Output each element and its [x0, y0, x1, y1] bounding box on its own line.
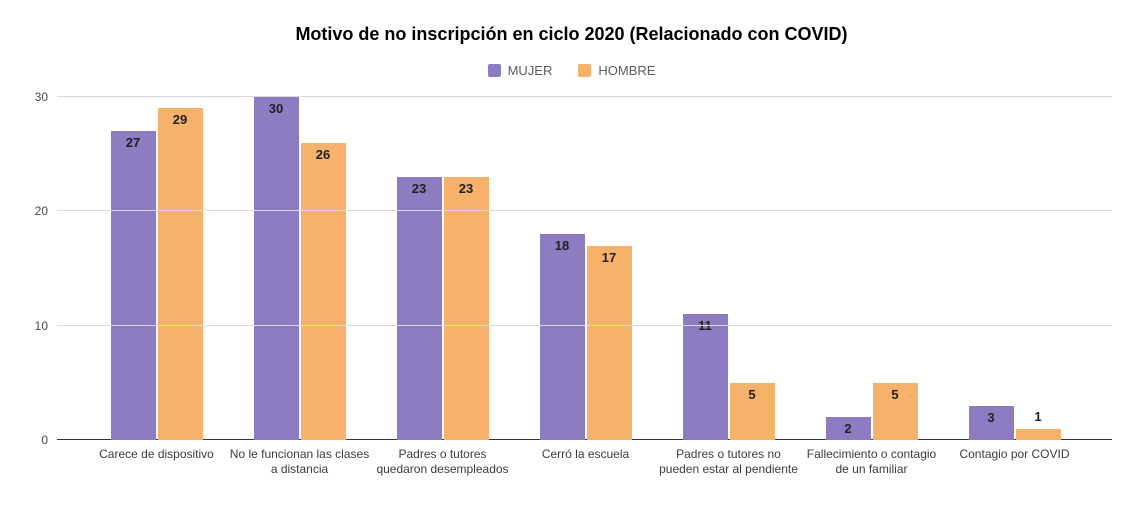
bar-value-label: 23 — [458, 181, 474, 197]
bar-value-label: 29 — [172, 112, 188, 128]
bar-value-label: 26 — [315, 146, 331, 162]
gridline-30 — [57, 96, 1112, 97]
bar-value-label: 1 — [1034, 408, 1042, 424]
y-tick-label: 10 — [34, 318, 48, 333]
category-label: Padres o tutores quedaron desempleados — [371, 447, 514, 477]
category-label: No le funcionan las clases a distancia — [228, 447, 371, 477]
bar-value-label: 5 — [748, 386, 756, 402]
bar-hombre: 29 — [157, 108, 203, 440]
bar-mujer: 27 — [110, 131, 156, 440]
bar-group: 11 5 — [657, 97, 800, 440]
bar-value-label: 2 — [844, 421, 852, 437]
legend-label: MUJER — [507, 63, 553, 78]
category-label: Contagio por COVID — [943, 447, 1086, 477]
gridline-20 — [57, 210, 1112, 212]
bar-mujer: 23 — [396, 177, 442, 440]
legend-label: HOMBRE — [598, 63, 656, 78]
category-label: Padres o tutores no pueden estar al pend… — [657, 447, 800, 477]
bar-hombre: 5 — [872, 382, 918, 440]
bar-hombre: 1 — [1015, 409, 1061, 440]
bar-value-label: 23 — [411, 181, 427, 197]
bar-hombre: 26 — [300, 142, 346, 440]
gridline-10 — [57, 324, 1112, 326]
category-label-text: Padres o tutores quedaron desempleados — [376, 447, 509, 476]
category-label-text: No le funcionan las clases a distancia — [229, 447, 370, 476]
bar-mujer: 30 — [253, 97, 299, 440]
bar-hombre: 23 — [443, 177, 489, 440]
bar-group: 27 29 — [85, 97, 228, 440]
legend-item-mujer: MUJER — [487, 63, 553, 78]
bar-group: 23 23 — [371, 97, 514, 440]
legend-swatch-icon — [487, 64, 501, 77]
chart-title: Motivo de no inscripción en ciclo 2020 (… — [295, 24, 848, 44]
y-tick-label: 20 — [34, 204, 48, 219]
legend-swatch-icon — [578, 64, 592, 77]
bar-value-label: 11 — [698, 318, 712, 334]
legend-item-hombre: HOMBRE — [578, 63, 655, 78]
category-label-text: Fallecimiento o contagio de un familiar — [806, 447, 937, 476]
legend: MUJER HOMBRE — [0, 63, 1143, 78]
bar-value-label: 17 — [601, 249, 617, 265]
bar-mujer: 3 — [968, 405, 1014, 440]
y-tick-label: 0 — [41, 433, 48, 447]
bar-hombre: 17 — [586, 245, 632, 440]
category-label: Fallecimiento o contagio de un familiar — [800, 447, 943, 477]
bar-value-label: 3 — [987, 409, 995, 425]
bar-groups: 27 29 30 26 23 23 18 17 11 5 2 5 3 1 — [85, 97, 1086, 440]
bar-value-label: 18 — [554, 238, 570, 254]
bar-mujer: 11 — [682, 314, 728, 440]
bar-value-label: 27 — [125, 135, 141, 151]
category-label-text: Contagio por COVID — [959, 447, 1070, 461]
bar-value-label: 30 — [268, 101, 284, 116]
bar-mujer: 2 — [825, 417, 871, 440]
category-label: Cerró la escuela — [514, 447, 657, 477]
category-label-text: Carece de dispositivo — [99, 447, 214, 461]
category-axis-labels: Carece de dispositivo No le funcionan las… — [85, 447, 1086, 477]
bar-group: 18 17 — [514, 97, 657, 440]
plot-area: 27 29 30 26 23 23 18 17 11 5 2 5 3 1 0 10 20 30 — [35, 90, 1112, 447]
bar-hombre: 5 — [729, 382, 775, 440]
category-label-text: Cerró la escuela — [541, 447, 630, 461]
category-label: Carece de dispositivo — [85, 447, 228, 477]
y-tick-label: 30 — [34, 90, 48, 104]
x-axis-line — [57, 439, 1112, 440]
bar-mujer: 18 — [539, 234, 585, 440]
bar-value-label: 5 — [891, 386, 899, 402]
category-label-text: Padres o tutores no pueden estar al pend… — [659, 447, 798, 476]
bar-group: 30 26 — [228, 97, 371, 440]
